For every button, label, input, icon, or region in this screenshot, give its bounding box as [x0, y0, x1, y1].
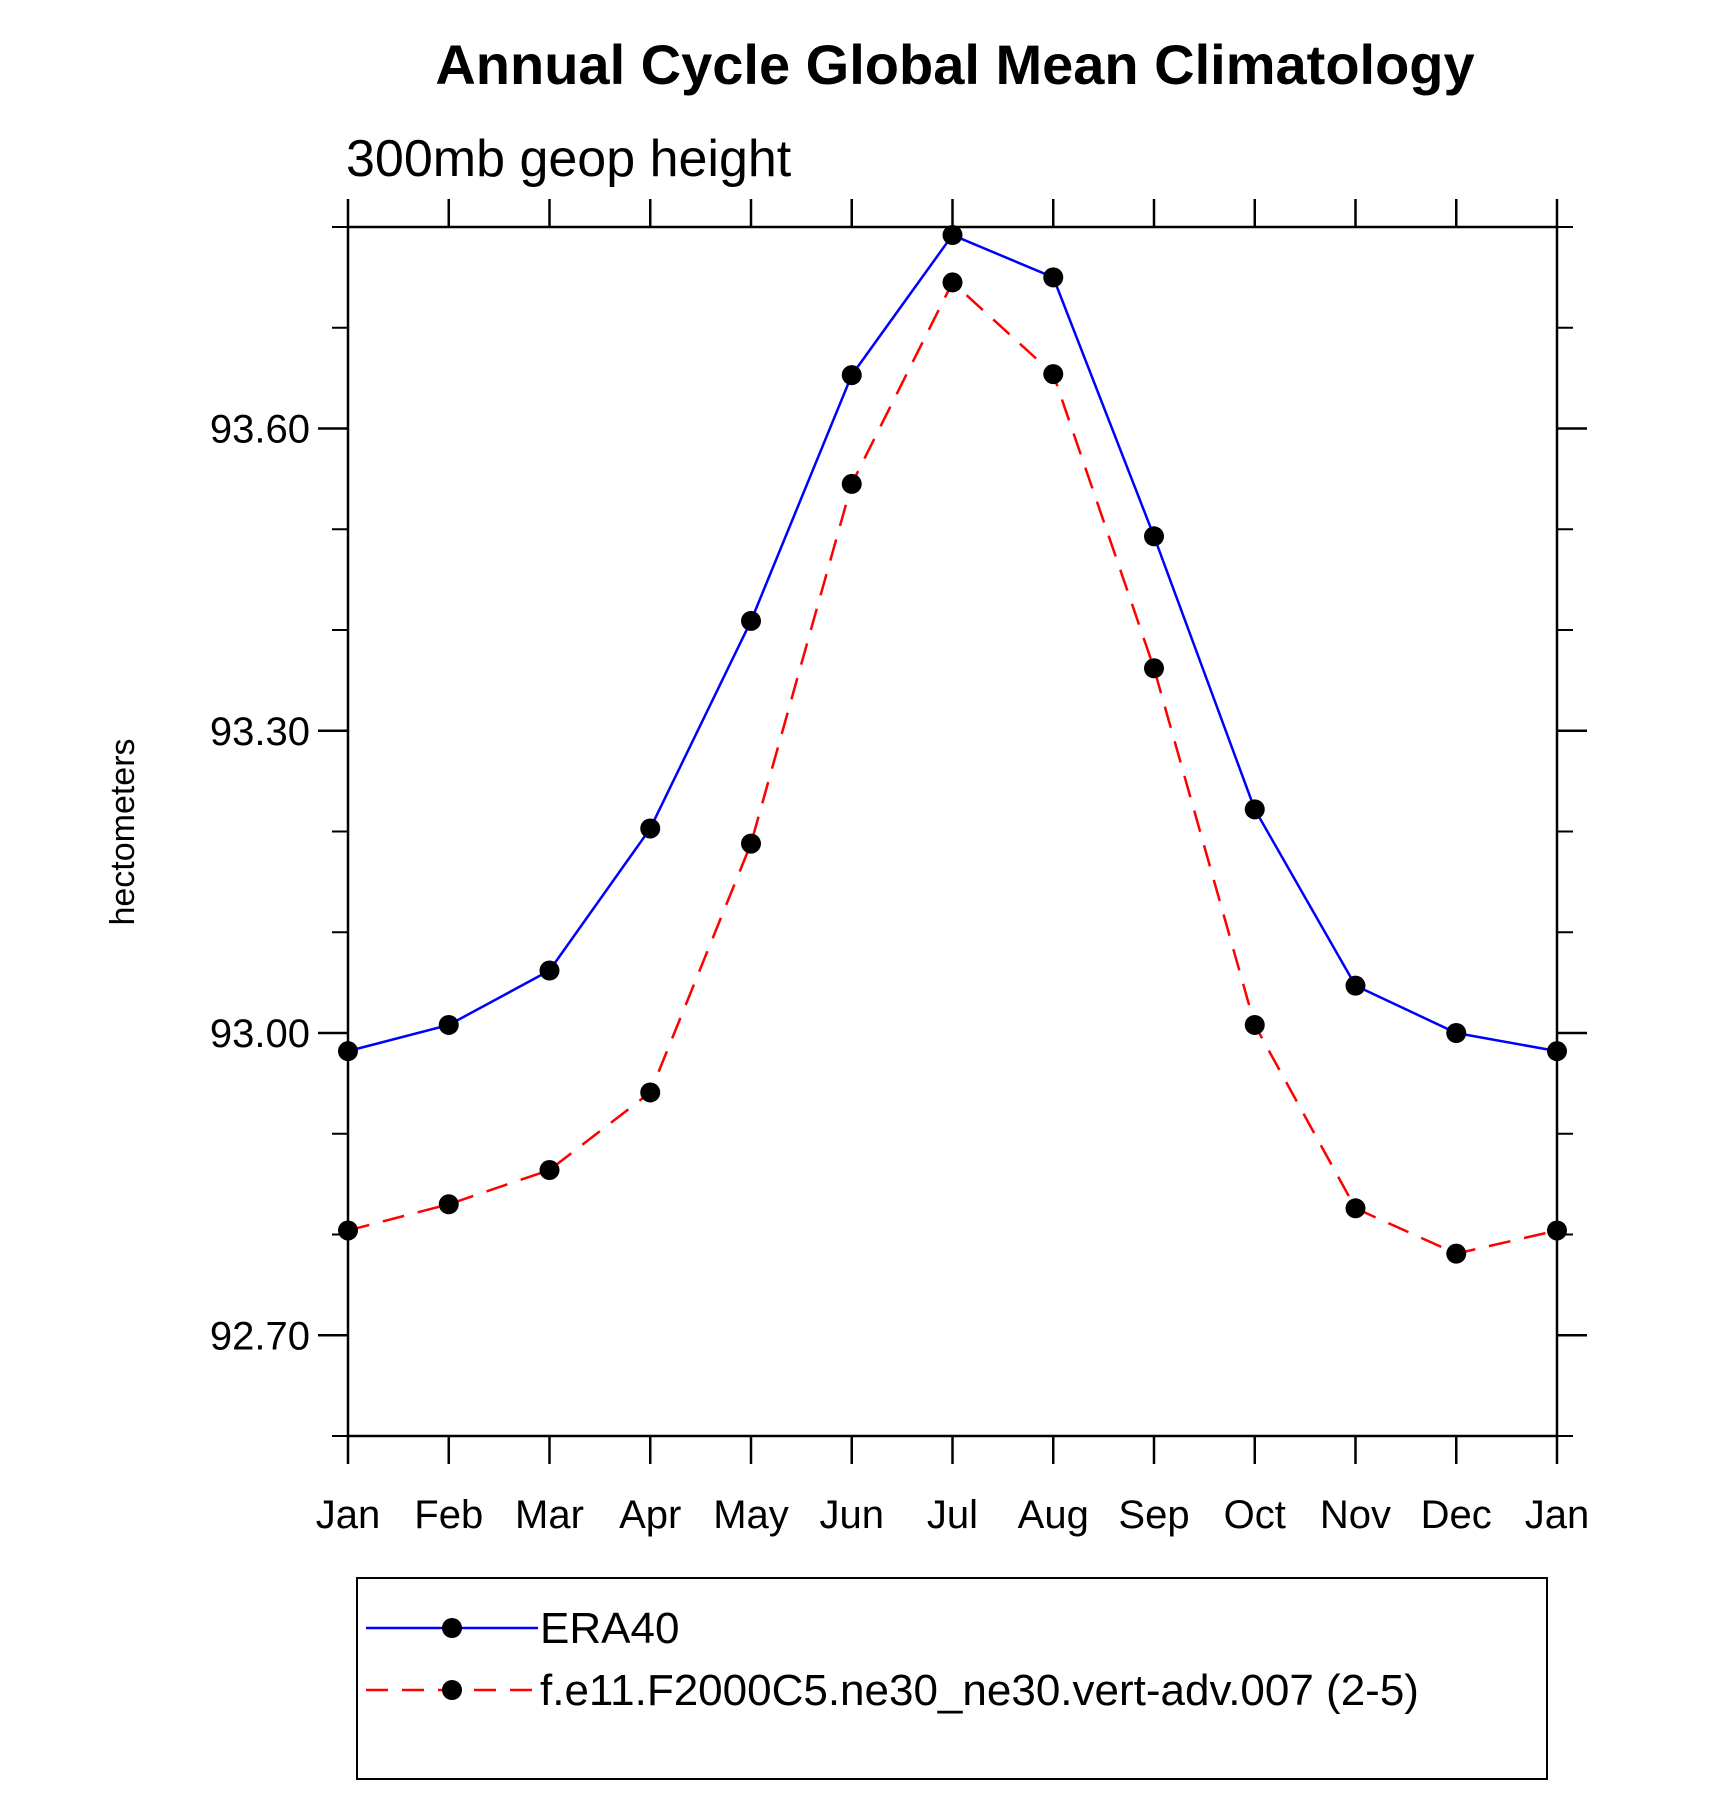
- series-1-point: [1144, 526, 1164, 547]
- x-tick-label: Feb: [414, 1493, 483, 1537]
- series-1-point: [1244, 799, 1265, 820]
- x-tick-label: Jul: [927, 1493, 978, 1537]
- series-1-point: [841, 365, 862, 386]
- x-tick-label: Nov: [1320, 1493, 1391, 1537]
- y-axis: 92.70 93.00 93.30 93.60: [210, 226, 1587, 1437]
- series-2-point: [1345, 1198, 1366, 1219]
- x-tick-label: Oct: [1224, 1493, 1286, 1537]
- series-1-point: [942, 225, 963, 246]
- x-axis: Jan Feb Mar Apr May Jun Jul Aug Sep Oct Nov Dec Jan: [316, 199, 1590, 1537]
- series-2-point: [338, 1220, 358, 1241]
- x-tick-label: Dec: [1421, 1493, 1492, 1537]
- x-tick-label: Jan: [316, 1493, 381, 1537]
- series-1-point: [1547, 1041, 1567, 1062]
- x-tick-label: May: [713, 1493, 789, 1537]
- series-1-point: [539, 960, 560, 981]
- legend: ERA40 f.e11.F2000C5.ne30_ne30.vert-adv.00…: [366, 1604, 1419, 1715]
- legend-marker-1: [442, 1618, 462, 1638]
- legend-label-2: f.e11.F2000C5.ne30_ne30.vert-adv.007 (2-…: [540, 1666, 1419, 1715]
- series-1-point: [741, 610, 761, 631]
- series-2-point: [1446, 1243, 1467, 1264]
- plot-frame: [346, 225, 1559, 1438]
- series-1-point: [1043, 267, 1064, 288]
- x-tick-label: Jun: [820, 1493, 885, 1537]
- series-2-point: [841, 473, 862, 494]
- series-2-point: [942, 272, 963, 293]
- series-1-point: [1446, 1023, 1467, 1043]
- legend-box: [356, 1577, 1548, 1780]
- x-tick-label: Jan: [1525, 1493, 1590, 1537]
- legend-marker-2: [442, 1680, 462, 1700]
- series-layer: [338, 225, 1567, 1264]
- x-tick-label: Apr: [619, 1493, 681, 1537]
- legend-label-1: ERA40: [540, 1604, 679, 1653]
- series-line-1: [347, 233, 1558, 1053]
- y-tick-label: 93.00: [210, 1012, 310, 1056]
- series-2-point: [1144, 658, 1164, 679]
- series-line-2: [347, 280, 1558, 1255]
- chart-subtitle: 300mb geop height: [346, 130, 792, 188]
- series-2-point: [1043, 364, 1064, 385]
- series-2-point: [1244, 1014, 1265, 1035]
- x-tick-label: Mar: [515, 1493, 584, 1537]
- y-tick-label: 93.60: [210, 408, 310, 452]
- series-2-point: [1547, 1220, 1567, 1241]
- y-axis-label: hectometers: [104, 738, 142, 925]
- x-tick-label: Aug: [1018, 1493, 1089, 1537]
- y-tick-label: 92.70: [210, 1314, 310, 1358]
- chart-title: Annual Cycle Global Mean Climatology: [435, 33, 1474, 96]
- series-1-point: [438, 1014, 459, 1035]
- series-2-point: [640, 1082, 661, 1103]
- series-2-point: [438, 1194, 459, 1215]
- series-1-point: [1345, 975, 1366, 996]
- y-tick-label: 93.30: [210, 710, 310, 754]
- series-1-point: [640, 818, 661, 839]
- series-2-point: [741, 833, 761, 854]
- series-1-point: [338, 1041, 358, 1062]
- x-tick-label: Sep: [1118, 1493, 1189, 1537]
- series-2-point: [539, 1160, 560, 1181]
